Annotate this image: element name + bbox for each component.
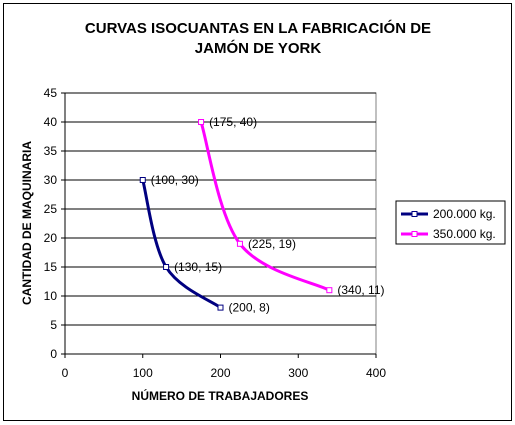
data-label: (175, 40)	[209, 115, 257, 129]
y-tick-label: 25	[44, 202, 58, 216]
x-axis-label: NÚMERO DE TRABAJADORES	[132, 388, 309, 403]
data-label: (225, 19)	[248, 237, 296, 251]
data-label: (100, 30)	[151, 173, 199, 187]
data-label: (200, 8)	[229, 301, 270, 315]
y-tick-label: 45	[44, 86, 58, 100]
y-tick-label: 5	[50, 318, 57, 332]
data-point-marker	[217, 304, 224, 311]
y-tick-label: 10	[44, 289, 58, 303]
axes	[61, 92, 377, 358]
chart-title-line-1: CURVAS ISOCUANTAS EN LA FABRICACIÓN DE	[85, 19, 431, 37]
data-point-marker	[326, 287, 333, 294]
x-tick-labels: 0 100 200 300 400	[62, 366, 387, 380]
data-labels: (100, 30) (130, 15) (200, 8) (175, 40) (225,…	[151, 115, 385, 315]
legend-marker	[411, 231, 418, 237]
y-tick-label: 35	[44, 144, 58, 158]
x-tick-label: 100	[133, 366, 153, 380]
y-tick-label: 15	[44, 260, 58, 274]
y-tick-label: 30	[44, 173, 58, 187]
plot-area	[64, 92, 377, 355]
data-label: (130, 15)	[174, 260, 222, 274]
data-label: (340, 11)	[337, 283, 384, 297]
legend-label: 350.000 kg.	[433, 227, 496, 241]
data-point-marker	[198, 119, 205, 125]
x-tick-label: 0	[62, 366, 69, 380]
y-axis-label: CANTIDAD DE MAQUINARIA	[20, 141, 34, 305]
x-tick-label: 400	[366, 366, 386, 380]
y-tick-labels: 0 5 10 15 20 25 30 35 40 45	[44, 86, 58, 361]
legend-marker	[411, 211, 418, 217]
x-tick-label: 300	[288, 366, 308, 380]
legend: 200.000 kg. 350.000 kg.	[395, 200, 506, 245]
data-point-marker	[236, 240, 243, 247]
gridlines	[65, 92, 376, 326]
y-tick-label: 0	[50, 347, 57, 361]
y-tick-label: 40	[44, 115, 58, 129]
series-points	[139, 119, 333, 311]
x-tick-label: 200	[210, 366, 230, 380]
data-point-marker	[139, 177, 146, 183]
y-tick-label: 20	[44, 231, 58, 245]
data-point-marker	[163, 264, 170, 270]
legend-label: 200.000 kg.	[433, 207, 496, 221]
chart-title-line-2: JAMÓN DE YORK	[195, 39, 322, 57]
